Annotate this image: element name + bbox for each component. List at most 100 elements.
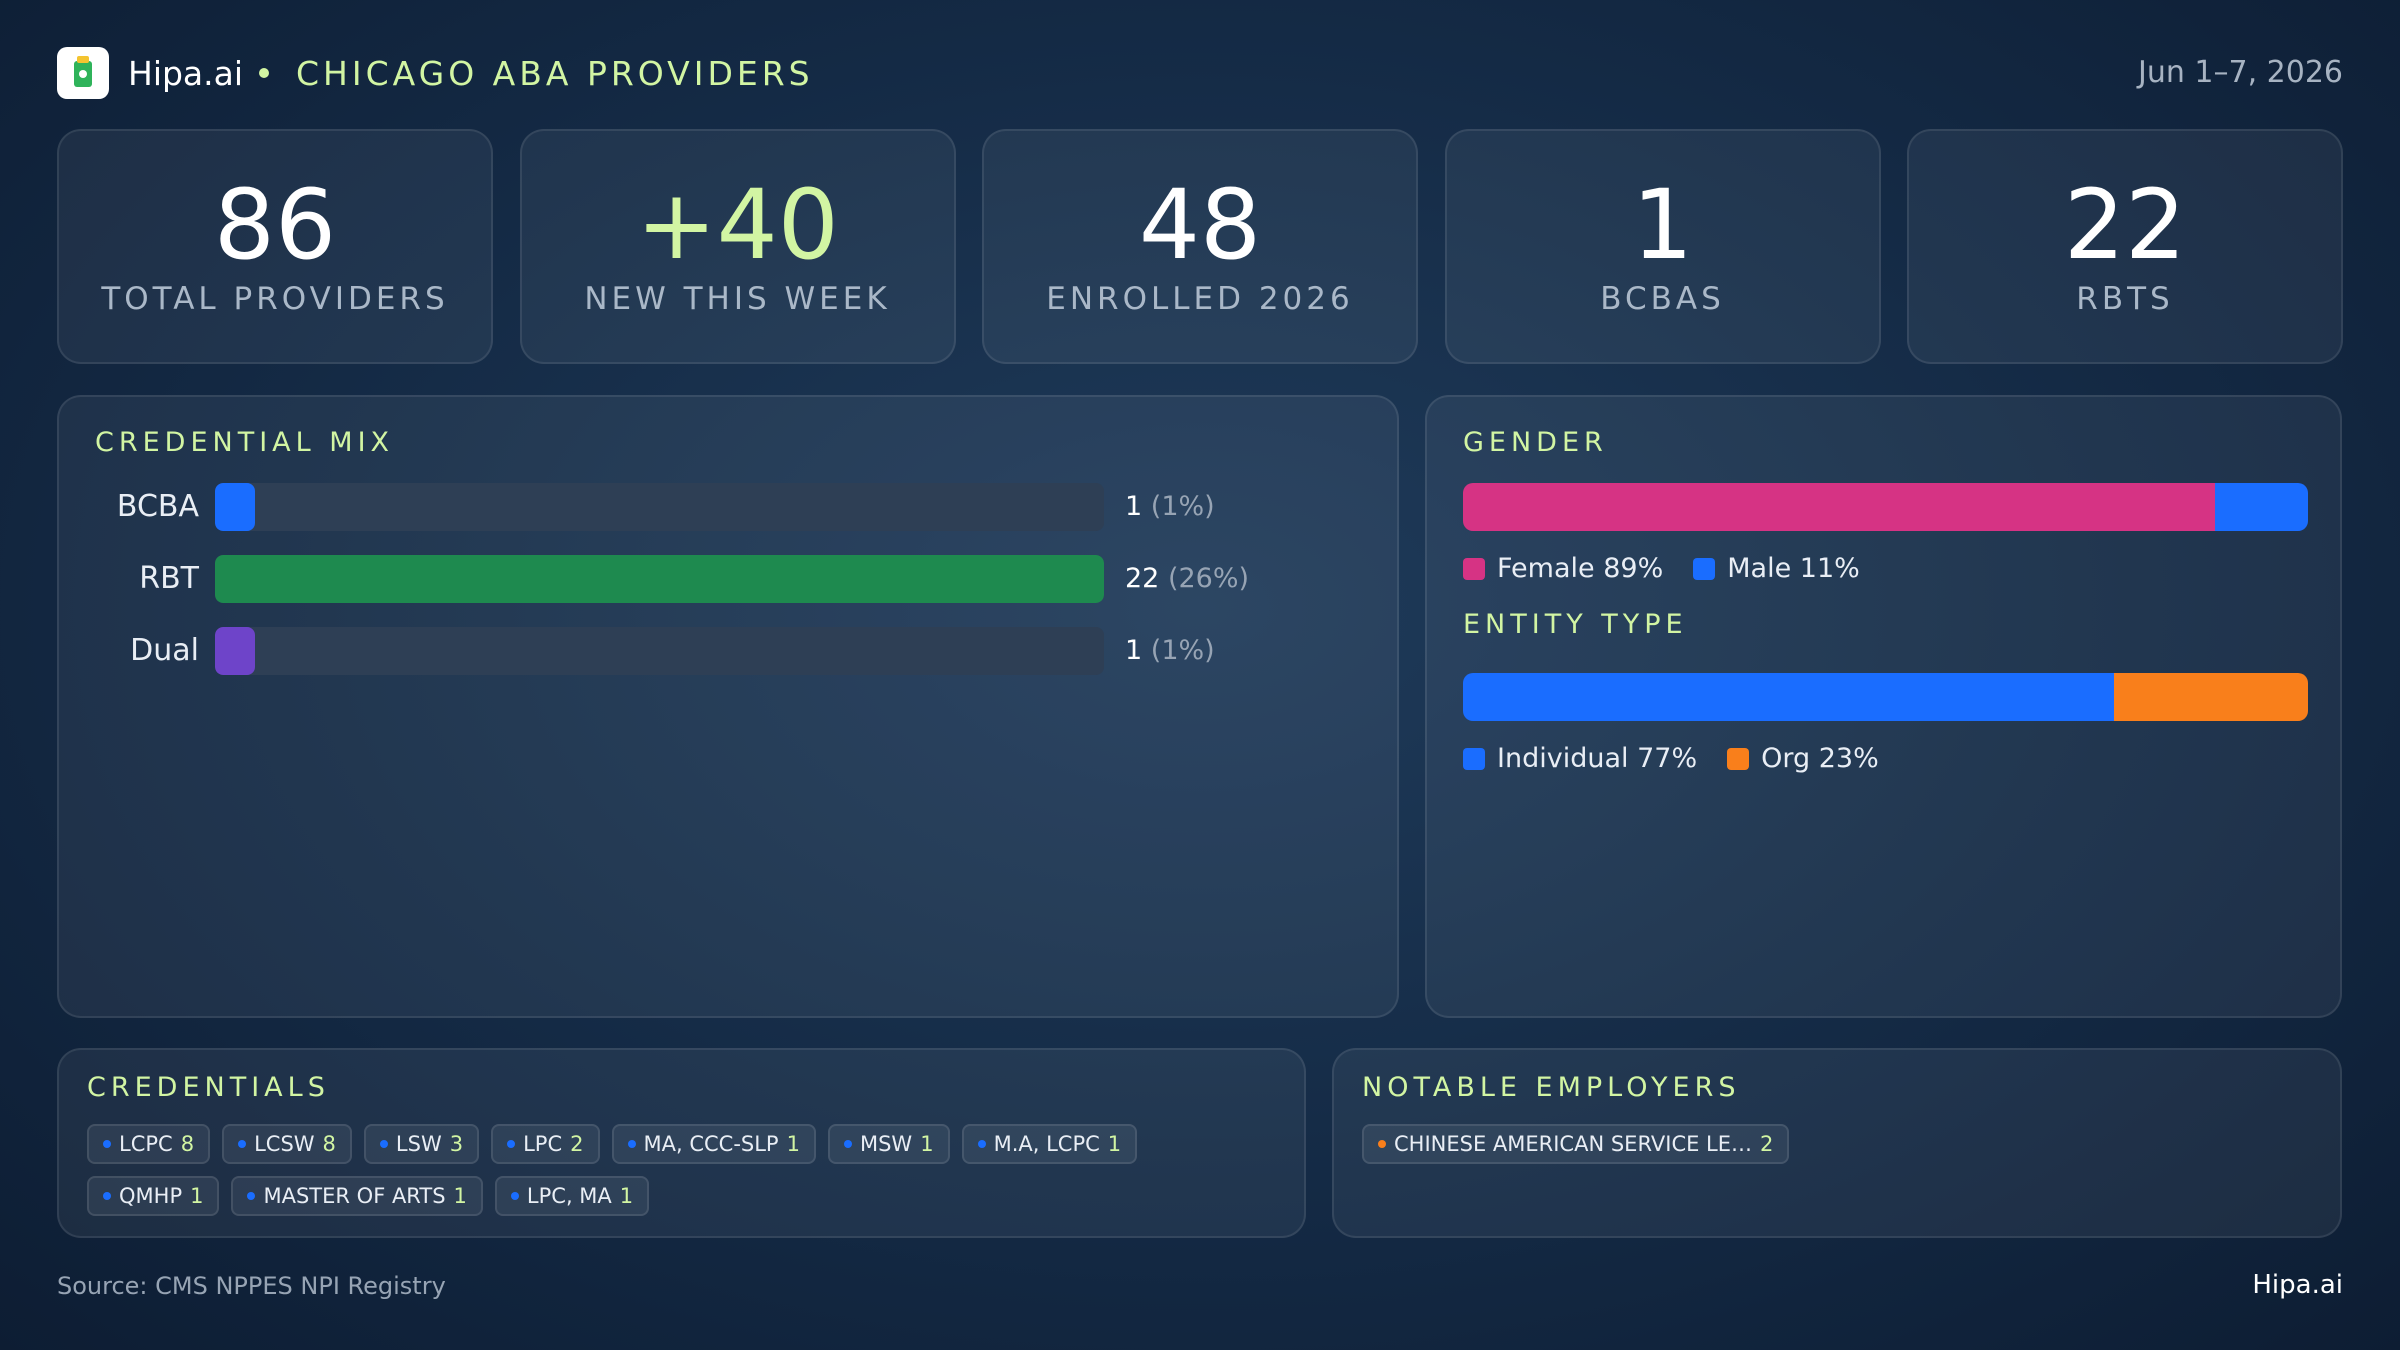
- section-title: ENTITY TYPE: [1463, 609, 1688, 640]
- kpi-card: 22 RBTS: [1907, 129, 2343, 364]
- footer-brand: Hipa.ai: [2252, 1270, 2343, 1300]
- chip: LPC 2: [491, 1124, 600, 1164]
- section-title: CREDENTIALS: [87, 1072, 330, 1103]
- kpi-label: ENROLLED 2026: [1046, 281, 1354, 317]
- bar-segment: [2215, 483, 2308, 531]
- chip-dot: [103, 1140, 111, 1148]
- chip-name: MA, CCC-SLP: [643, 1132, 779, 1156]
- row-label: Dual: [130, 633, 199, 668]
- legend-name: Org: [1761, 743, 1811, 774]
- chip: CHINESE AMERICAN SERVICE LE… 2: [1362, 1124, 1790, 1164]
- legend: Individual 77% Org 23%: [1463, 743, 1879, 774]
- date: Jun 1–7, 2026: [2137, 55, 2343, 90]
- kpi-label: RBTS: [2076, 281, 2174, 317]
- page-title: CHICAGO ABA PROVIDERS: [296, 54, 814, 93]
- kpi-value: 86: [213, 169, 337, 281]
- employers-panel: NOTABLE EMPLOYERS CHINESE AMERICAN SERVI…: [1332, 1048, 2342, 1238]
- bar-segment: [1463, 483, 2216, 531]
- kpi-card: 86 TOTAL PROVIDERS: [57, 129, 493, 364]
- kpi-label: BCBAS: [1600, 281, 1725, 317]
- chip-name: LCPC: [119, 1132, 173, 1156]
- chip-dot: [627, 1140, 636, 1148]
- chip-dot: [843, 1140, 852, 1148]
- value-label: 1 (1%): [1125, 635, 1215, 666]
- chip-count: 1: [619, 1184, 634, 1208]
- legend: Female 89% Male 11%: [1463, 553, 1860, 584]
- chip-dot: [379, 1140, 388, 1148]
- chip-name: M.A, LCPC: [993, 1132, 1100, 1156]
- chip-dot: [507, 1140, 516, 1148]
- percent-label: (26%): [1167, 563, 1250, 594]
- demographics-panel: GENDER ENTITY TYPE Female 89% Male 11% Ind…: [1425, 395, 2342, 1018]
- chip-name: MASTER OF ARTS: [263, 1184, 446, 1208]
- kpi-card: 1 BCBAS: [1444, 129, 1881, 364]
- legend-item: Org 23%: [1727, 743, 1879, 774]
- bar-track: [215, 555, 1104, 603]
- chip: LCPC 8: [87, 1124, 211, 1164]
- section-title: CREDENTIAL MIX: [95, 427, 395, 458]
- bullet: [259, 68, 269, 78]
- chip-name: CHINESE AMERICAN SERVICE LE…: [1394, 1132, 1753, 1156]
- kpi-card: +40 NEW THIS WEEK: [519, 129, 956, 364]
- bar-segment: [1463, 673, 2114, 721]
- bar: [215, 627, 256, 675]
- section-title: GENDER: [1463, 427, 1608, 458]
- chip-name: LPC, MA: [526, 1184, 612, 1208]
- row-label: RBT: [139, 561, 199, 596]
- chip-list: CHINESE AMERICAN SERVICE LE… 2: [1362, 1124, 2312, 1164]
- logo-icon: [74, 56, 92, 87]
- chip-count: 8: [180, 1132, 195, 1156]
- chip: LCSW 8: [222, 1124, 352, 1164]
- chip-count: 1: [453, 1184, 467, 1208]
- chip-name: LCSW: [254, 1132, 315, 1156]
- kpi-value: 1: [1631, 169, 1694, 281]
- legend-value: 11%: [1799, 553, 1860, 584]
- brand: Hipa.ai: [128, 54, 244, 93]
- value-number: 1: [1125, 635, 1143, 666]
- kpi-label: NEW THIS WEEK: [584, 281, 891, 317]
- logo: [57, 47, 109, 99]
- bar: [215, 555, 1104, 603]
- chip-name: MSW: [859, 1132, 913, 1156]
- kpi-value: 22: [2063, 169, 2187, 281]
- legend-swatch: [1463, 557, 1485, 580]
- chip-name: LSW: [395, 1132, 442, 1156]
- kpi-value: 48: [1138, 169, 1262, 281]
- chip-count: 3: [449, 1132, 464, 1156]
- chip-count: 8: [322, 1132, 336, 1156]
- chip-list: LCPC 8 LCSW 8 LSW 3 LPC 2 MA, CCC-SLP 1 MSW 1 M.A, L…: [87, 1124, 1276, 1216]
- legend-item: Female 89%: [1463, 553, 1663, 584]
- bar-track: [215, 483, 1104, 531]
- value-label: 22 (26%): [1125, 563, 1249, 594]
- source: Source: CMS NPPES NPI Registry: [57, 1272, 446, 1300]
- chip-count: 2: [1760, 1132, 1774, 1156]
- stacked-bar: [1463, 673, 2308, 721]
- legend-text: Org 23%: [1761, 743, 1879, 774]
- chip-dot: [103, 1192, 111, 1200]
- chip: MA, CCC-SLP 1: [611, 1124, 816, 1164]
- legend-name: Female: [1497, 553, 1595, 584]
- legend-name: Male: [1727, 553, 1792, 584]
- percent-label: (1%): [1150, 491, 1215, 522]
- chip: MSW 1: [827, 1124, 950, 1164]
- chip-count: 1: [786, 1132, 800, 1156]
- chip-dot: [238, 1140, 247, 1148]
- legend-item: Male 11%: [1693, 553, 1860, 584]
- chip-count: 2: [570, 1132, 584, 1156]
- legend-value: 23%: [1818, 743, 1879, 774]
- chip-dot: [510, 1192, 519, 1200]
- credential-mix-panel: CREDENTIAL MIX BCBA 1 (1%) RBT 22 (26%) Dual…: [57, 395, 1399, 1018]
- legend-value: 89%: [1603, 553, 1664, 584]
- section-title: NOTABLE EMPLOYERS: [1362, 1072, 1741, 1103]
- kpi-value: +40: [636, 169, 839, 281]
- chip: M.A, LCPC 1: [961, 1124, 1138, 1164]
- chip: LPC, MA 1: [494, 1176, 650, 1216]
- value-number: 1: [1125, 491, 1143, 522]
- bar-track: [215, 627, 1104, 675]
- percent-label: (1%): [1150, 635, 1215, 666]
- legend-value: 77%: [1637, 743, 1698, 774]
- bar: [215, 483, 256, 531]
- chip-name: LPC: [523, 1132, 563, 1156]
- legend-item: Individual 77%: [1463, 743, 1697, 774]
